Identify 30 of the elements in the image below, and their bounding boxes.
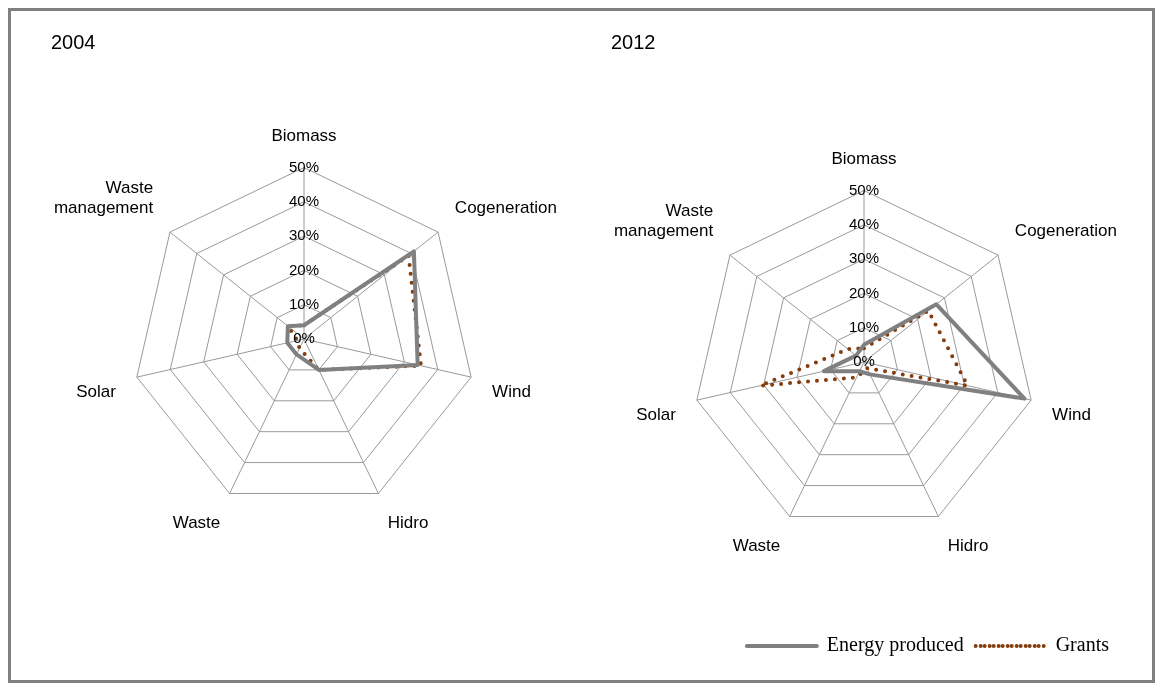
y-tick-label: 40% (848, 214, 880, 232)
legend-label: Grants (1055, 633, 1110, 656)
spoke-label: Biomass (831, 148, 897, 168)
chart-title: 2012 (611, 30, 656, 53)
spoke-label: Hidro (947, 535, 989, 555)
y-tick-label: 0% (293, 329, 315, 347)
spoke-label: Cogeneration (454, 198, 557, 218)
spoke-label: Waste (172, 512, 221, 532)
spoke-label: Waste management (53, 177, 154, 218)
y-tick-label: 30% (288, 226, 320, 244)
spoke-label: Wind (1052, 404, 1091, 424)
y-tick-label: 10% (288, 294, 320, 312)
y-tick-label: 30% (848, 249, 880, 267)
y-tick-label: 50% (848, 180, 880, 198)
y-tick-label: 10% (848, 317, 880, 335)
chart-title: 2004 (51, 30, 96, 53)
spoke-label: Hidro (387, 512, 429, 532)
spoke-label: Biomass (271, 125, 337, 145)
legend-label: Energy produced (826, 633, 964, 657)
spoke-label: Wind (492, 381, 531, 401)
y-tick-label: 20% (288, 260, 320, 278)
y-tick-label: 50% (288, 157, 320, 175)
spoke-label: Waste (732, 535, 781, 555)
spoke-label: Cogeneration (1014, 221, 1117, 241)
y-tick-label: 40% (288, 191, 320, 209)
spoke-label: Solar (76, 381, 117, 401)
y-tick-label: 0% (853, 352, 875, 370)
y-tick-label: 20% (848, 283, 880, 301)
spoke-label: Solar (636, 404, 677, 424)
spoke-label: Waste management (613, 200, 714, 241)
